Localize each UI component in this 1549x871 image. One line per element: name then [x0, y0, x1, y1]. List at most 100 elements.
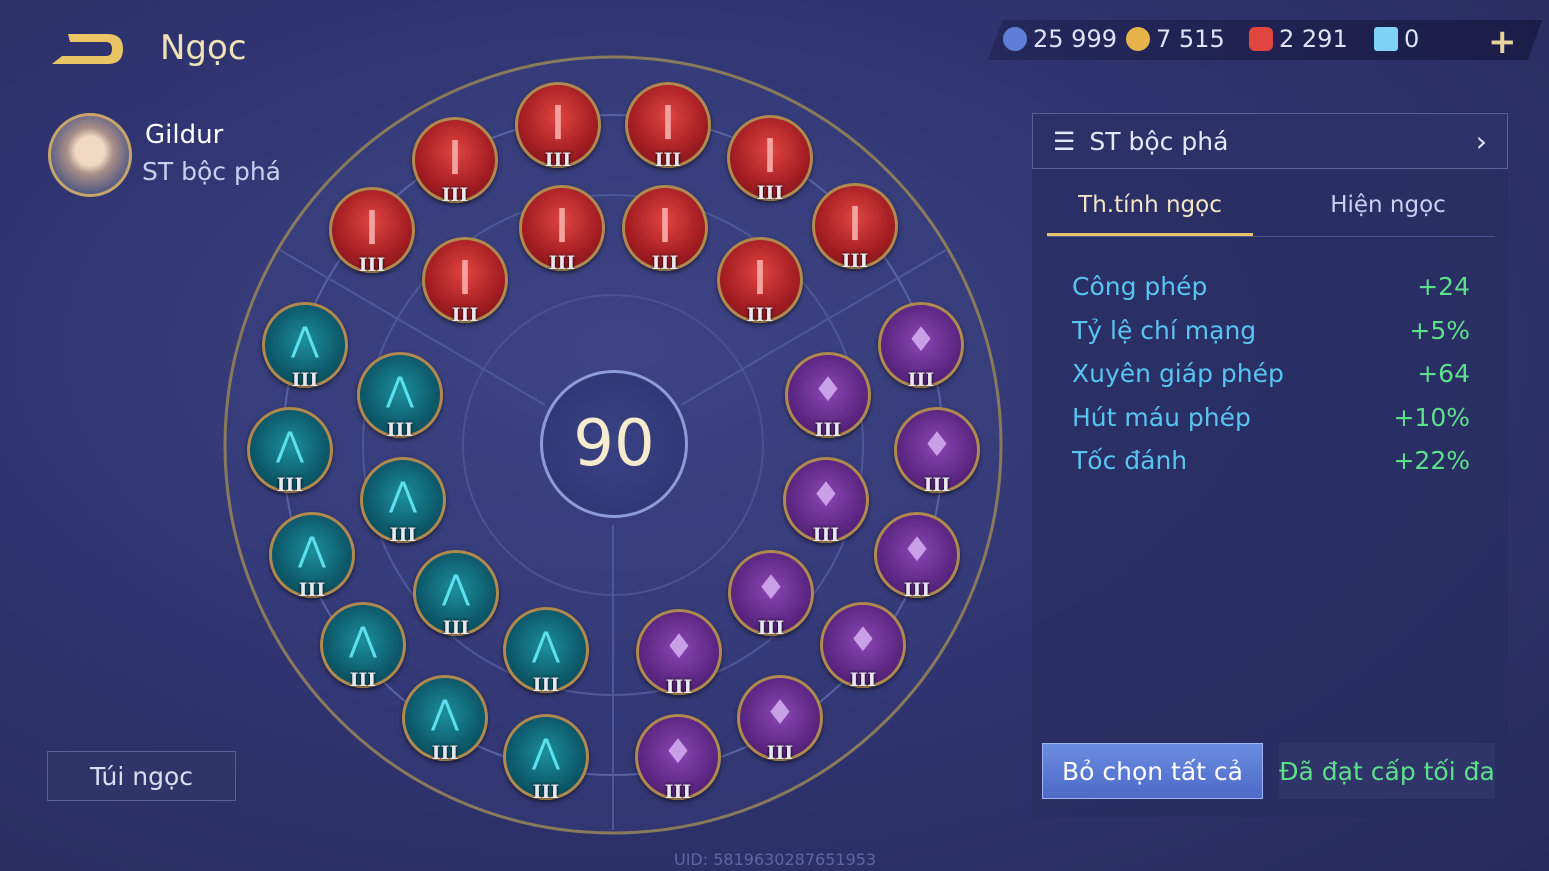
gem-tier: III	[431, 742, 459, 764]
build-select[interactable]: ☰ ST bộc phá ›	[1032, 113, 1508, 169]
gem-slot-red[interactable]: ❙ III	[422, 237, 508, 326]
stat-value: +24	[1417, 272, 1470, 301]
gem-slot-blue[interactable]: ⋀ III	[503, 607, 589, 696]
gem-slot-blue[interactable]: ⋀ III	[503, 714, 589, 803]
currency-card: 0	[1374, 25, 1419, 53]
gem-tier: III	[544, 149, 572, 171]
gem-tier: III	[441, 184, 469, 206]
gem-tier: III	[654, 149, 682, 171]
gem-tier: III	[757, 617, 785, 639]
gold-coin-icon	[1126, 27, 1150, 51]
gem-slot-red[interactable]: ❙ III	[625, 82, 711, 171]
stat-value: +5%	[1409, 315, 1470, 345]
gem-slot-blue[interactable]: ⋀ III	[360, 457, 446, 546]
gem-slot-purple[interactable]: ♦ III	[820, 602, 906, 691]
gem-slot-purple[interactable]: ♦ III	[728, 550, 814, 639]
red-gem-icon: ❙	[745, 255, 775, 296]
gem-slot-blue[interactable]: ⋀ III	[402, 675, 488, 764]
tab-show-gems[interactable]: Hiện ngọc	[1330, 192, 1446, 218]
purple-gem-icon: ♦	[921, 425, 953, 466]
add-currency-button[interactable]: +	[1488, 22, 1517, 62]
blue-gem-icon: ⋀	[291, 320, 319, 361]
red-gem-icon: ❙	[450, 255, 480, 296]
gem-slot-purple[interactable]: ♦ III	[636, 609, 722, 698]
purple-gem-icon: ♦	[812, 370, 844, 411]
gem-slot-red[interactable]: ❙ III	[717, 237, 803, 326]
gem-tier: III	[532, 674, 560, 696]
stat-name: Công phép	[1072, 272, 1208, 301]
blue-gem-icon: ⋀	[532, 732, 560, 773]
gem-slot-blue[interactable]: ⋀ III	[247, 407, 333, 496]
gem-tier: III	[664, 781, 692, 803]
red-gem-icon: ❙	[650, 203, 680, 244]
gem-slot-blue[interactable]: ⋀ III	[357, 352, 443, 441]
gem-slot-red[interactable]: ❙ III	[329, 187, 415, 276]
divider	[1047, 236, 1495, 237]
hero-build: ST bộc phá	[142, 157, 281, 186]
back-arrow-icon[interactable]	[48, 28, 126, 70]
gem-tier: III	[907, 369, 935, 391]
gem-slot-red[interactable]: ❙ III	[515, 82, 601, 171]
deselect-all-button[interactable]: Bỏ chọn tất cả	[1042, 743, 1263, 799]
stat-name: Tốc đánh	[1072, 446, 1188, 475]
gem-slot-purple[interactable]: ♦ III	[783, 457, 869, 546]
stat-row: Hút máu phép +10%	[1072, 403, 1470, 432]
gem-tier: III	[532, 781, 560, 803]
gem-slot-blue[interactable]: ⋀ III	[269, 512, 355, 601]
currency-gold-coin: 7 515	[1126, 25, 1225, 53]
gem-tier: III	[386, 419, 414, 441]
gem-tier: III	[389, 524, 417, 546]
stat-value: +10%	[1393, 402, 1470, 432]
blue-gem-icon: ⋀	[298, 530, 326, 571]
gem-slot-red[interactable]: ❙ III	[812, 183, 898, 272]
gem-slot-red[interactable]: ❙ III	[519, 185, 605, 274]
purple-gem-icon: ♦	[764, 693, 796, 734]
purple-gem-icon: ♦	[663, 627, 695, 668]
red-gem-icon: ❙	[547, 203, 577, 244]
page-title: Ngọc	[160, 28, 247, 68]
gem-slot-blue[interactable]: ⋀ III	[413, 550, 499, 639]
gem-tier: III	[291, 369, 319, 391]
stats-panel	[1032, 113, 1508, 817]
gem-tier: III	[814, 419, 842, 441]
red-gem-icon	[1249, 27, 1273, 51]
stat-name: Hút máu phép	[1072, 402, 1251, 432]
stat-row: Tốc đánh +22%	[1072, 446, 1470, 475]
gem-tier: III	[349, 669, 377, 691]
gem-bag-button[interactable]: Túi ngọc	[47, 751, 236, 801]
gem-tier: III	[358, 254, 386, 276]
stat-value: +64	[1417, 359, 1470, 388]
gem-slot-purple[interactable]: ♦ III	[785, 352, 871, 441]
stat-row: Công phép +24	[1072, 272, 1470, 301]
gem-slot-purple[interactable]: ♦ III	[878, 302, 964, 391]
gem-slot-red[interactable]: ❙ III	[412, 117, 498, 206]
gem-slot-blue[interactable]: ⋀ III	[320, 602, 406, 691]
avatar	[48, 113, 132, 197]
red-gem-icon: ❙	[755, 133, 785, 174]
gem-slot-blue[interactable]: ⋀ III	[262, 302, 348, 391]
gem-tier: III	[442, 617, 470, 639]
gem-tier: III	[766, 742, 794, 764]
gem-slot-purple[interactable]: ♦ III	[894, 407, 980, 496]
gem-tier: III	[841, 250, 869, 272]
gem-slot-purple[interactable]: ♦ III	[635, 714, 721, 803]
gem-slot-purple[interactable]: ♦ III	[874, 512, 960, 601]
purple-gem-icon: ♦	[901, 530, 933, 571]
stat-row: Tỷ lệ chí mạng +5%	[1072, 316, 1470, 345]
stat-name: Tỷ lệ chí mạng	[1072, 315, 1257, 345]
gem-slot-purple[interactable]: ♦ III	[737, 675, 823, 764]
red-gem-icon: ❙	[440, 135, 470, 176]
gem-tier: III	[756, 182, 784, 204]
max-level-button[interactable]: Đã đạt cấp tối đa	[1279, 743, 1495, 799]
blue-gem-icon: ⋀	[349, 620, 377, 661]
active-tab-indicator	[1047, 233, 1253, 236]
red-gem-icon: ❙	[653, 100, 683, 141]
stat-name: Xuyên giáp phép	[1072, 359, 1284, 388]
gem-tier: III	[651, 252, 679, 274]
purple-gem-icon: ♦	[905, 320, 937, 361]
gem-slot-red[interactable]: ❙ III	[622, 185, 708, 274]
blue-gem-icon: ⋀	[431, 693, 459, 734]
gem-slot-red[interactable]: ❙ III	[727, 115, 813, 204]
tab-gem-stats[interactable]: Th.tính ngọc	[1078, 192, 1222, 218]
hero-name: Gildur	[145, 120, 224, 150]
